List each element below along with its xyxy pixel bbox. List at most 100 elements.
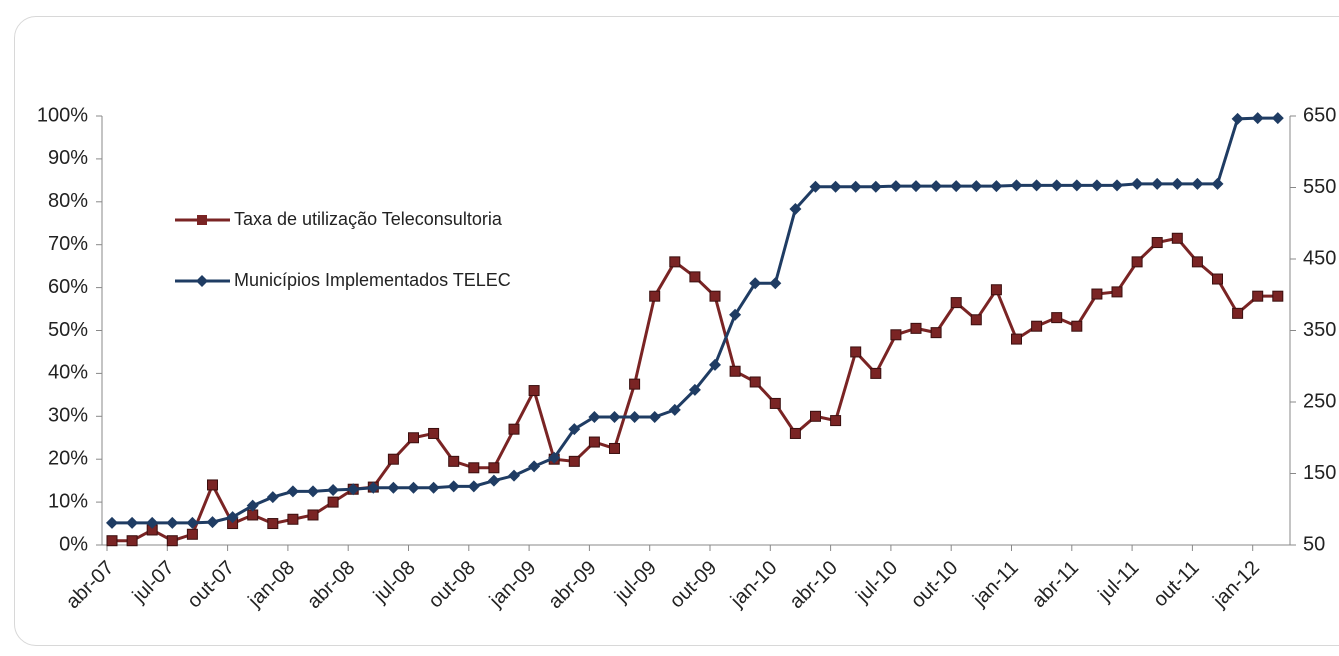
x-tick-label: jul-10 (851, 557, 902, 608)
point (508, 469, 520, 482)
point (427, 481, 440, 494)
point (307, 509, 319, 521)
point (749, 277, 762, 290)
y-tick-label: 30% (48, 405, 88, 427)
y-tick-label: 100% (37, 104, 88, 126)
y2-tick-label: 350 (1303, 319, 1336, 341)
point (1131, 177, 1144, 190)
point (689, 271, 701, 283)
point (990, 180, 1003, 193)
point (487, 474, 500, 487)
x-tick-label: jan-12 (1208, 557, 1264, 613)
point (1231, 112, 1244, 125)
legend-label: Municípios Implementados TELEC (234, 270, 511, 290)
point (447, 480, 460, 493)
point (1111, 179, 1123, 192)
point (568, 455, 580, 467)
point (467, 480, 480, 493)
point (407, 481, 420, 494)
point (1011, 333, 1022, 345)
y2-tick-label: 450 (1303, 247, 1336, 269)
x-tick-label: abr-09 (544, 557, 600, 613)
point (829, 180, 842, 193)
point (1191, 256, 1203, 268)
point (166, 535, 178, 547)
point (528, 385, 540, 397)
point (729, 308, 742, 321)
point (1090, 179, 1103, 192)
legend-marker (197, 215, 207, 225)
point (709, 358, 721, 371)
point (648, 411, 661, 424)
point (408, 432, 419, 444)
point (810, 410, 821, 422)
point (207, 479, 218, 491)
point (1211, 177, 1224, 190)
legend-marker (196, 275, 208, 287)
y2-tick-label: 50 (1303, 533, 1325, 555)
point (327, 483, 340, 496)
point (226, 511, 239, 524)
x-tick-label: jul-11 (1094, 557, 1144, 607)
point (1271, 112, 1284, 125)
point (267, 518, 279, 530)
x-tick-label: abr-11 (1028, 557, 1083, 612)
point (186, 528, 198, 540)
y-tick-label: 70% (48, 233, 88, 255)
point (990, 284, 1002, 296)
point (608, 411, 621, 424)
point (387, 481, 400, 494)
x-tick-label: out-08 (424, 557, 480, 613)
x-tick-label: abr-07 (62, 557, 118, 613)
x-tick-label: jul-08 (369, 557, 420, 608)
point (287, 513, 299, 525)
point (1050, 179, 1063, 192)
y-tick-label: 40% (48, 362, 88, 384)
point (1252, 290, 1264, 302)
point (649, 290, 661, 302)
legend-label: Taxa de utilização Teleconsultoria (234, 209, 503, 229)
point (1051, 312, 1063, 324)
y2-tick-label: 150 (1303, 462, 1336, 484)
point (286, 485, 299, 498)
point (448, 455, 460, 467)
point (588, 411, 601, 424)
y-tick-label: 50% (48, 319, 88, 341)
series-line (112, 116, 1278, 525)
point (1071, 320, 1083, 332)
point (468, 462, 480, 474)
x-tick-label: jul-07 (128, 557, 179, 608)
x-tick-label: jul-09 (610, 557, 661, 608)
x-tick-label: jan-08 (244, 557, 300, 613)
point (668, 403, 681, 416)
point (950, 180, 963, 193)
x-tick-label: out-10 (907, 557, 963, 613)
point (126, 516, 139, 529)
x-tick-label: jan-11 (968, 557, 1023, 612)
point (688, 383, 701, 396)
point (548, 451, 561, 464)
point (347, 483, 360, 496)
point (910, 180, 922, 193)
point (950, 297, 962, 309)
point (428, 427, 440, 439)
x-tick-label: out-07 (183, 557, 239, 613)
point (327, 496, 339, 508)
x-tick-label: abr-10 (785, 557, 841, 613)
point (1151, 177, 1164, 190)
point (830, 415, 842, 427)
point (910, 322, 922, 334)
point (729, 365, 741, 377)
point (769, 277, 782, 290)
point (488, 462, 500, 474)
y-tick-label: 20% (48, 447, 88, 469)
point (1251, 112, 1264, 125)
point (609, 442, 620, 454)
x-tick-label: jan-10 (726, 557, 782, 613)
point (1091, 288, 1103, 300)
point (367, 481, 380, 494)
point (970, 314, 982, 326)
point (387, 453, 399, 465)
